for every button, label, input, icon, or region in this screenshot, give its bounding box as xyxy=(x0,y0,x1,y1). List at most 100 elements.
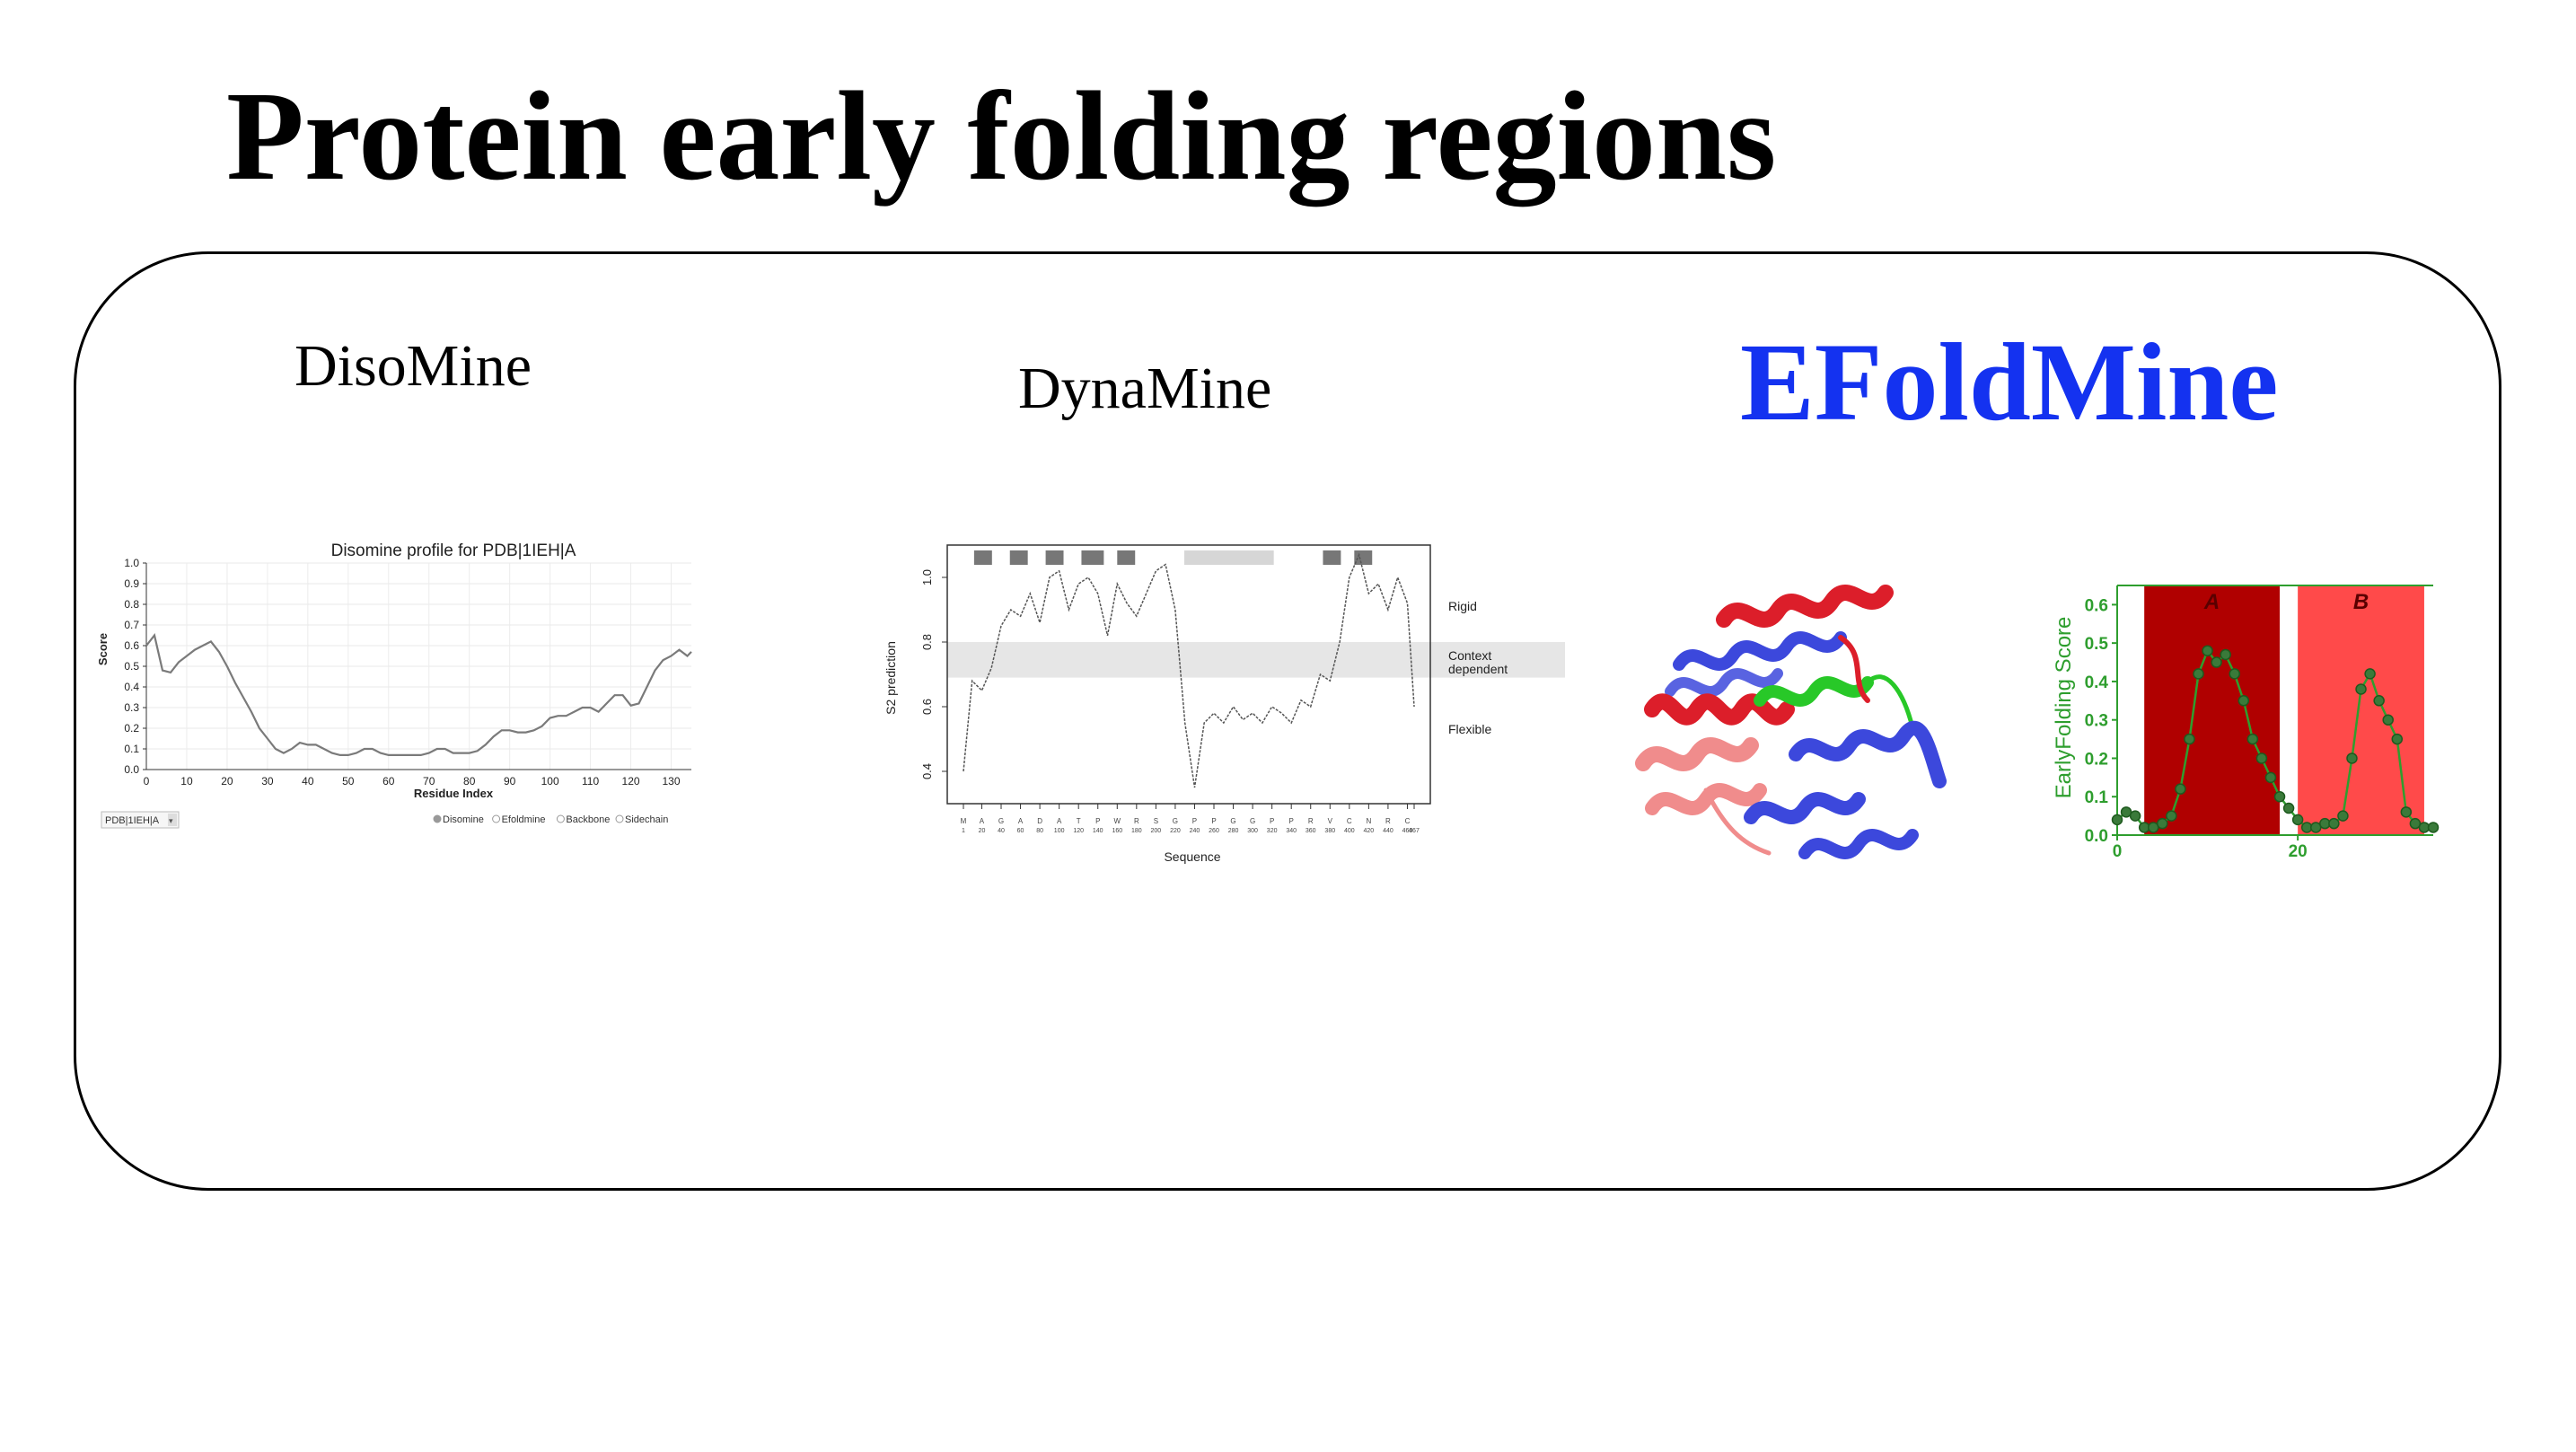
dropdown-chevron-icon: ▾ xyxy=(169,816,173,825)
dynamine-xtick-label: 140 xyxy=(1093,828,1103,834)
dynamine-ytick-label: 1.0 xyxy=(920,569,934,585)
disomine-legend-marker[interactable] xyxy=(615,814,624,823)
efoldmine-point xyxy=(2264,771,2277,784)
efoldmine-point xyxy=(2175,783,2186,795)
disomine-legend-marker[interactable] xyxy=(556,814,565,823)
disomine-xtick-label: 60 xyxy=(382,775,395,788)
dynamine-structure-block xyxy=(973,550,992,565)
dynamine-line xyxy=(963,552,1415,788)
dynamine-xtick-residue: P xyxy=(1270,817,1274,825)
disomine-xtick-label: 100 xyxy=(541,775,559,788)
dynamine-structure-block xyxy=(1323,550,1341,565)
efoldmine-point xyxy=(2364,668,2376,680)
efoldmine-point xyxy=(2129,810,2141,822)
dynamine-title: DynaMine xyxy=(1018,356,1272,421)
efoldmine-point xyxy=(2346,752,2358,764)
protein-structure-image xyxy=(1635,585,1947,859)
efoldmine-ytick-label: 0.2 xyxy=(2085,750,2108,769)
dynamine-structure-block xyxy=(1009,550,1028,565)
dynamine-xtick-label: 400 xyxy=(1344,828,1355,834)
disomine-ylabel: Score xyxy=(96,633,110,665)
dynamine-xtick-label: 460 xyxy=(1402,828,1413,834)
efoldmine-point xyxy=(2291,814,2304,826)
dynamine-frame xyxy=(946,544,1431,805)
dynamine-zone-flexible: Flexible xyxy=(1448,722,1491,736)
dynamine-xtick-residue: P xyxy=(1289,817,1294,825)
dynamine-ylabel: S2 prediction xyxy=(884,641,898,715)
efoldmine-region-a xyxy=(2144,585,2281,835)
disomine-xtick-label: 0 xyxy=(144,775,150,788)
dynamine-xtick-residue: G xyxy=(1230,817,1235,825)
efoldmine-ytick-label: 0.0 xyxy=(2085,827,2108,846)
dynamine-xtick-label: 120 xyxy=(1073,828,1084,834)
dynamine-xlabel: Sequence xyxy=(1164,849,1220,864)
dynamine-xtick-label: 200 xyxy=(1151,828,1162,834)
efoldmine-point xyxy=(2382,714,2394,726)
efoldmine-point xyxy=(2391,733,2404,745)
dynamine-xtick-label: 60 xyxy=(1017,828,1024,834)
efoldmine-point xyxy=(2229,668,2240,680)
disomine-ytick-label: 0.5 xyxy=(124,660,139,673)
dynamine-xtick-label: 40 xyxy=(998,828,1005,834)
disomine-legend-item[interactable]: Efoldmine xyxy=(502,814,546,825)
disomine-xtick-label: 90 xyxy=(504,775,516,788)
dynamine-xtick-label: 20 xyxy=(979,828,986,834)
dynamine-xtick-label: 340 xyxy=(1286,828,1297,834)
dynamine-xtick-residue: N xyxy=(1366,817,1371,825)
dynamine-xtick-residue: T xyxy=(1077,817,1081,825)
efoldmine-point xyxy=(2220,648,2231,661)
disomine-dropdown[interactable]: PDB|1IEH|A ▾ xyxy=(101,811,180,829)
disomine-legend-item[interactable]: Sidechain xyxy=(625,814,668,825)
dynamine-xtick-label: 240 xyxy=(1190,828,1200,834)
dynamine-ytick-label: 0.4 xyxy=(920,763,934,779)
dynamine-xtick-label: 380 xyxy=(1324,828,1335,834)
dynamine-xtick-label: 300 xyxy=(1247,828,1258,834)
efoldmine-point xyxy=(2328,817,2340,830)
dynamine-zone-rigid: Rigid xyxy=(1448,599,1477,613)
disomine-legend-marker[interactable] xyxy=(433,814,442,823)
dynamine-xtick-residue: C xyxy=(1405,817,1411,825)
dynamine-xtick-label: 1 xyxy=(962,828,965,834)
efoldmine-point xyxy=(2111,814,2123,826)
tools-panel xyxy=(74,251,2501,1191)
dynamine-structure-block xyxy=(1081,550,1104,565)
dynamine-structure-block xyxy=(1045,550,1064,565)
efoldmine-point xyxy=(2202,645,2213,656)
disomine-legend-item[interactable]: Backbone xyxy=(566,814,610,825)
efoldmine-ylabel: EarlyFolding Score xyxy=(2052,617,2076,799)
dynamine-xtick-residue: R xyxy=(1134,817,1139,825)
dynamine-xtick-label: 160 xyxy=(1112,828,1122,834)
disomine-legend-marker[interactable] xyxy=(492,814,501,823)
disomine-xlabel: Residue Index xyxy=(414,787,494,800)
efoldmine-point xyxy=(2184,733,2195,745)
disomine-xtick-label: 110 xyxy=(582,775,599,788)
dynamine-ytick-label: 0.8 xyxy=(920,634,934,650)
efoldmine-point xyxy=(2337,810,2349,822)
dynamine-xtick-residue: A xyxy=(1018,817,1024,825)
efoldmine-point xyxy=(2157,817,2168,830)
efoldmine-xtick-label: 0 xyxy=(2113,842,2123,861)
dynamine-ytick-label: 0.6 xyxy=(920,699,934,715)
dynamine-xtick-label: 440 xyxy=(1383,828,1394,834)
disomine-xtick-label: 50 xyxy=(342,775,355,788)
dynamine-xtick-label: 220 xyxy=(1170,828,1181,834)
efoldmine-point xyxy=(2211,656,2222,668)
disomine-legend-item[interactable]: Disomine xyxy=(443,814,484,825)
dynamine-xtick-label: 280 xyxy=(1228,828,1239,834)
disomine-xtick-label: 130 xyxy=(663,775,681,788)
efoldmine-region-label: B xyxy=(2353,590,2369,614)
disomine-ytick-label: 0.2 xyxy=(124,722,139,735)
disomine-dropdown-label: PDB|1IEH|A xyxy=(105,815,160,826)
efoldmine-ytick-label: 0.3 xyxy=(2085,712,2108,731)
disomine-xtick-label: 70 xyxy=(423,775,435,788)
disomine-xtick-label: 40 xyxy=(302,775,314,788)
efoldmine-xtick-label: 20 xyxy=(2289,842,2308,861)
dynamine-xtick-residue: D xyxy=(1037,817,1042,825)
disomine-chart: Disomine profile for PDB|1IEH|A 0.0 0.1 0.… xyxy=(96,541,692,829)
efoldmine-point xyxy=(2400,806,2413,818)
efoldmine-point xyxy=(2373,695,2385,707)
efoldmine-point xyxy=(2273,790,2286,803)
disomine-xtick-label: 30 xyxy=(261,775,274,788)
context-dependent-band xyxy=(947,642,1565,678)
dynamine-xtick-residue: R xyxy=(1308,817,1314,825)
